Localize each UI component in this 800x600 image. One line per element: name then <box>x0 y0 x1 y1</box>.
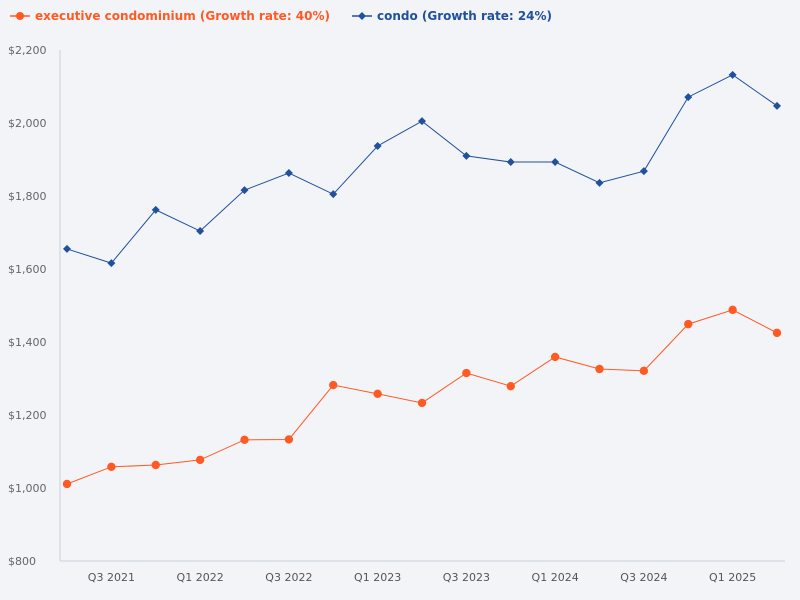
data-point <box>240 186 249 195</box>
legend-label: executive condominium (Growth rate: 40%) <box>35 9 331 23</box>
x-tick-label: Q3 2021 <box>88 571 135 584</box>
data-point <box>506 158 515 167</box>
y-tick-label: $1,600 <box>8 263 47 276</box>
data-point <box>639 366 649 376</box>
y-tick-label: $1,000 <box>8 482 47 495</box>
x-tick-label: Q3 2023 <box>443 571 490 584</box>
series-line-executive-condominium <box>66 309 778 485</box>
data-point <box>595 178 604 187</box>
legend: executive condominium (Growth rate: 40%)… <box>10 9 552 23</box>
data-point <box>107 462 116 472</box>
data-point <box>772 328 782 338</box>
data-point <box>151 460 160 470</box>
data-point <box>550 352 560 362</box>
data-point <box>284 435 294 444</box>
data-point <box>107 259 116 268</box>
data-point <box>329 380 338 390</box>
data-point <box>62 479 72 489</box>
y-tick-label: $2,200 <box>8 44 47 57</box>
data-point <box>196 227 205 236</box>
y-tick-label: $1,800 <box>8 190 47 203</box>
x-tick-label: Q3 2022 <box>265 571 312 584</box>
series-line-condo <box>66 74 778 264</box>
data-point <box>195 455 205 465</box>
data-point <box>595 364 604 374</box>
legend-item-executive-condominium[interactable]: executive condominium (Growth rate: 40%) <box>10 9 330 23</box>
y-tick-label: $1,400 <box>8 336 47 349</box>
data-point <box>684 319 693 329</box>
data-point <box>373 389 382 399</box>
y-tick-label: $800 <box>8 555 36 568</box>
x-tick-label: Q1 2023 <box>354 571 401 584</box>
x-tick-label: Q3 2024 <box>620 571 667 584</box>
data-point <box>63 244 71 253</box>
circle-marker-icon <box>10 12 30 20</box>
data-point <box>284 169 293 178</box>
legend-item-condo[interactable]: condo (Growth rate: 24%) <box>352 9 552 23</box>
data-point <box>418 117 426 126</box>
data-point <box>462 368 471 378</box>
y-tick-label: $1,200 <box>8 409 47 422</box>
data-point <box>728 305 737 315</box>
x-tick-label: Q1 2024 <box>532 571 579 584</box>
data-point <box>462 151 471 160</box>
data-point <box>240 435 249 445</box>
data-point <box>684 93 693 102</box>
y-tick-label: $2,000 <box>8 117 47 130</box>
data-point <box>728 70 737 79</box>
data-point <box>551 158 560 167</box>
data-point <box>506 381 515 391</box>
data-point <box>329 190 338 199</box>
data-point <box>773 101 781 110</box>
data-point <box>417 398 427 408</box>
x-tick-label: Q1 2022 <box>177 571 224 584</box>
x-tick-label: Q1 2025 <box>709 571 756 584</box>
data-point <box>639 167 648 176</box>
data-point <box>373 141 382 150</box>
diamond-marker-icon <box>352 12 373 20</box>
legend-label: condo (Growth rate: 24%) <box>377 9 553 23</box>
data-point <box>151 205 160 214</box>
